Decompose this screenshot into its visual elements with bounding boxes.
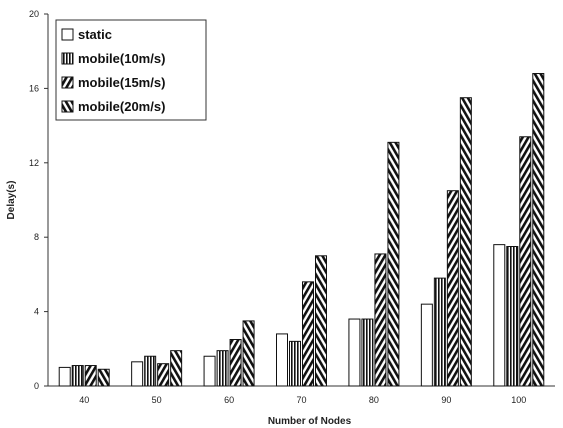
- y-tick-label: 0: [34, 381, 39, 391]
- bar: [348, 318, 361, 387]
- bar: [519, 136, 532, 387]
- bar: [203, 355, 216, 387]
- bar: [387, 141, 400, 387]
- bar: [157, 363, 170, 387]
- bar-group: [131, 350, 183, 387]
- bar: [374, 253, 387, 387]
- y-axis-title: Delay(s): [6, 181, 17, 220]
- x-tick-label: 70: [296, 395, 306, 405]
- bar: [459, 97, 472, 387]
- x-tick-label: 90: [441, 395, 451, 405]
- bar: [506, 246, 519, 387]
- bar: [170, 350, 183, 387]
- y-tick-label: 16: [29, 83, 39, 93]
- x-tick-label: 60: [224, 395, 234, 405]
- legend-frame: [55, 19, 207, 121]
- bar: [242, 320, 255, 387]
- legend-label: mobile(10m/s): [78, 51, 165, 66]
- bar-group: [58, 365, 110, 387]
- bar: [276, 333, 288, 387]
- legend-swatch: [61, 76, 74, 89]
- x-axis-title: Number of Nodes: [268, 416, 352, 427]
- x-tick-label: 50: [152, 395, 162, 405]
- bar: [84, 365, 97, 387]
- legend-items: static mobile(10m/s) mobile(15m/s) mobile(2…: [61, 27, 165, 114]
- bar-group: [420, 97, 472, 387]
- bar: [446, 190, 459, 387]
- x-tick-label: 40: [79, 395, 89, 405]
- legend-swatch: [61, 52, 74, 65]
- bar: [493, 244, 506, 387]
- bar: [420, 303, 433, 387]
- legend-label: mobile(15m/s): [78, 75, 165, 90]
- y-tick-label: 12: [29, 158, 39, 168]
- bar: [361, 318, 374, 387]
- x-ticks: 40 50 60 70 80 90 100: [79, 395, 526, 405]
- bar-group: [203, 320, 255, 387]
- bar-groups: [58, 73, 545, 387]
- y-ticks: 0 4 8 12 16 20: [29, 9, 48, 391]
- bar-group: [276, 255, 327, 387]
- legend-label: mobile(20m/s): [78, 99, 165, 114]
- bar-group: [348, 141, 400, 387]
- bar: [131, 361, 144, 387]
- bar: [315, 255, 327, 387]
- bar: [433, 277, 446, 387]
- plot-area: 0 4 8 12 16 20 40 50 60 70 80 90 100: [29, 9, 555, 405]
- y-tick-label: 4: [34, 307, 39, 317]
- bar: [229, 339, 242, 387]
- legend: static mobile(10m/s) mobile(15m/s) mobile(2…: [55, 19, 207, 121]
- y-tick-label: 20: [29, 9, 39, 19]
- bar: [216, 350, 229, 387]
- bar: [58, 366, 71, 387]
- bar: [532, 73, 545, 387]
- x-tick-label: 80: [369, 395, 379, 405]
- bar: [97, 368, 110, 387]
- legend-swatch: [61, 100, 74, 113]
- legend-swatch: [61, 28, 74, 41]
- bar: [302, 281, 314, 387]
- bar: [289, 340, 301, 387]
- bar: [144, 355, 157, 387]
- bar: [71, 365, 84, 387]
- bar-group: [493, 73, 545, 387]
- legend-label: static: [78, 27, 112, 42]
- x-tick-label: 100: [511, 395, 526, 405]
- y-tick-label: 8: [34, 232, 39, 242]
